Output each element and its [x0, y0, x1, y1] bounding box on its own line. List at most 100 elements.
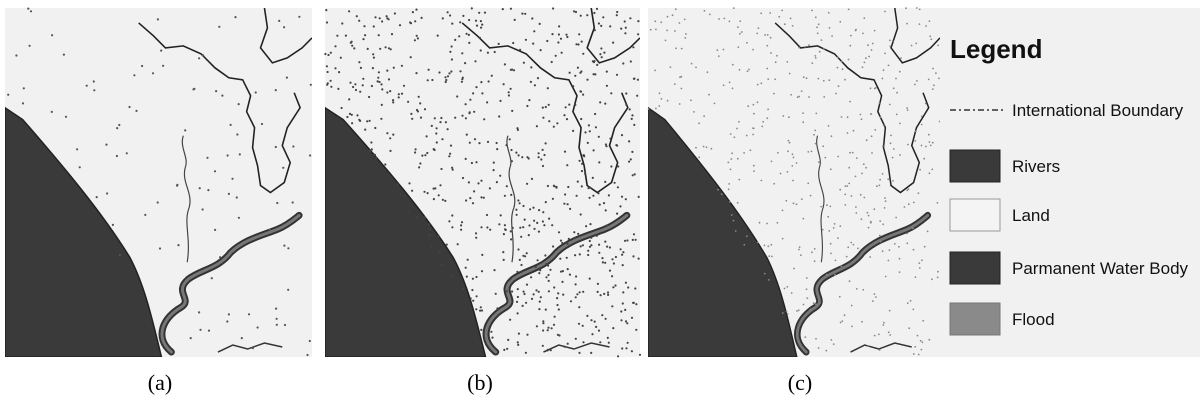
speckle: [537, 230, 541, 233]
speckle: [599, 341, 602, 344]
speckle: [796, 96, 799, 99]
speckle: [610, 92, 613, 95]
speckle: [533, 30, 536, 33]
swatch: [949, 198, 1001, 232]
speckle: [882, 324, 885, 326]
speckle: [523, 292, 526, 296]
speckle: [740, 31, 743, 33]
speckle: [619, 205, 622, 208]
speckle: [737, 46, 740, 48]
speckle: [542, 329, 545, 332]
speckle: [590, 236, 593, 239]
speckle: [411, 189, 414, 192]
speckle: [680, 87, 683, 90]
speckle: [403, 194, 406, 197]
speckle: [409, 22, 413, 25]
speckle: [436, 34, 439, 37]
speckle: [525, 283, 529, 286]
speckle: [579, 90, 582, 93]
speckle: [502, 258, 505, 261]
speckle: [616, 186, 620, 189]
speckle: [522, 290, 525, 293]
speckle: [368, 119, 371, 122]
speckle: [564, 193, 567, 196]
speckle: [577, 232, 580, 235]
speckle: [727, 161, 730, 164]
speckle: [660, 98, 663, 100]
speckle: [539, 296, 542, 299]
speckle: [600, 47, 603, 50]
speckle: [493, 269, 496, 272]
speckle: [580, 40, 583, 43]
speckle: [517, 199, 520, 202]
speckle: [546, 87, 549, 90]
speckle: [567, 185, 570, 189]
speckle: [905, 7, 907, 10]
speckle: [781, 209, 784, 212]
speckle: [419, 102, 422, 105]
speckle: [502, 83, 505, 86]
speckle: [786, 171, 789, 173]
speckle: [889, 334, 892, 336]
speckle: [433, 117, 436, 120]
speckle: [256, 326, 259, 329]
speckle: [464, 62, 467, 65]
speckle: [275, 317, 278, 320]
speckle: [441, 17, 444, 20]
speckle: [419, 116, 423, 119]
speckle: [610, 165, 613, 168]
speckle: [817, 347, 820, 349]
speckle: [390, 33, 394, 36]
speckle: [673, 83, 676, 85]
speckle: [582, 290, 585, 293]
speckle: [763, 244, 766, 247]
speckle: [329, 51, 332, 54]
speckle: [509, 230, 512, 233]
speckle: [912, 353, 915, 355]
speckle: [435, 132, 438, 135]
speckle: [843, 314, 846, 317]
speckle: [800, 254, 802, 256]
speckle: [92, 80, 95, 83]
speckle: [348, 112, 352, 115]
speckle: [635, 303, 638, 306]
speckle: [869, 87, 872, 90]
speckle: [846, 132, 849, 134]
speckle: [574, 283, 577, 286]
speckle: [547, 103, 550, 106]
speckle: [596, 290, 599, 293]
speckle: [563, 202, 566, 205]
speckle: [805, 77, 808, 80]
speckle: [796, 310, 798, 312]
speckle: [698, 156, 701, 159]
speckle: [475, 86, 478, 89]
speckle: [925, 25, 927, 27]
speckle: [227, 192, 230, 195]
speckle: [544, 201, 547, 204]
speckle: [415, 72, 418, 75]
speckle: [774, 61, 777, 64]
speckle: [532, 206, 535, 209]
speckle: [274, 89, 277, 92]
speckle: [462, 287, 465, 291]
speckle: [832, 343, 835, 345]
speckle: [407, 100, 410, 103]
speckle: [820, 39, 823, 41]
speckle: [115, 154, 118, 158]
speckle: [285, 76, 288, 79]
speckle: [745, 134, 748, 137]
speckle: [499, 99, 502, 102]
speckle: [638, 353, 642, 356]
speckle: [111, 223, 114, 226]
speckle: [475, 308, 478, 311]
speckle: [596, 282, 600, 285]
speckle: [568, 103, 571, 106]
speckle: [746, 41, 748, 44]
speckle: [873, 334, 876, 337]
speckle: [214, 228, 217, 231]
speckle: [821, 228, 824, 231]
speckle: [888, 103, 891, 106]
speckle: [600, 24, 603, 27]
speckle: [226, 320, 229, 323]
legend: Legend International Boundary Rivers Lan…: [940, 8, 1200, 357]
